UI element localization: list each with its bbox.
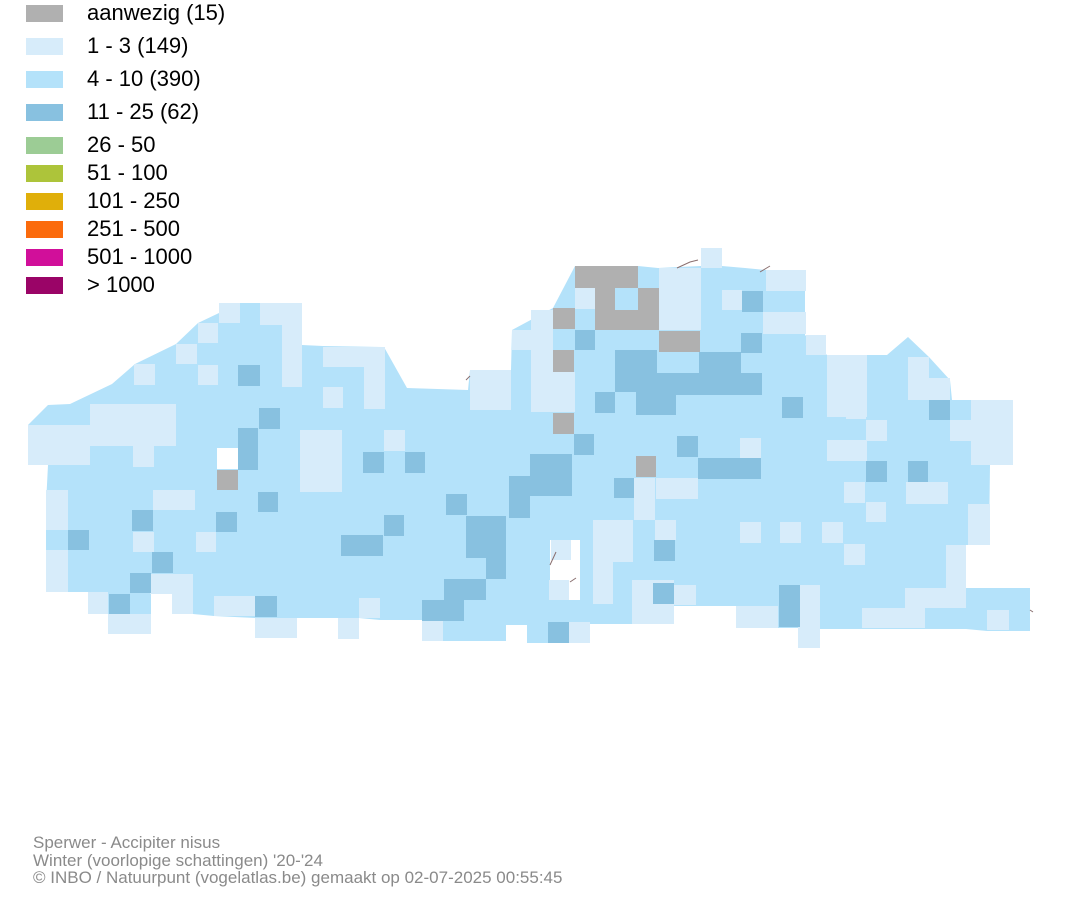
species-name: Sperwer - Accipiter nisus [33,833,221,852]
legend-label: 1 - 3 (149) [87,33,189,58]
legend-label: 501 - 1000 [87,244,193,269]
legend-item-4-10: 4 - 10 (390) [26,67,266,91]
legend-swatch [26,277,63,294]
legend-item-501-1000: 501 - 1000 [26,245,266,269]
legend-swatch [26,137,63,154]
cells-present [217,266,700,490]
legend-swatch [26,38,63,55]
legend-label: 4 - 10 (390) [87,66,201,91]
legend-item-11-25: 11 - 25 (62) [26,100,266,124]
legend-item-gt-1000: > 1000 [26,273,266,297]
legend-item-51-100: 51 - 100 [26,161,266,185]
map-footer: Sperwer - Accipiter nisus Winter (voorlo… [33,834,562,887]
legend-label: 101 - 250 [87,188,180,213]
legend-item-1-3: 1 - 3 (149) [26,34,266,58]
border-lines [465,259,1034,613]
cells-11-25 [68,291,950,643]
legend-label: 26 - 50 [87,132,156,157]
legend-swatch [26,221,63,238]
legend-label: 51 - 100 [87,160,168,185]
legend-label: 251 - 500 [87,216,180,241]
cells-1-3 [28,248,1013,648]
legend-item-26-50: 26 - 50 [26,133,266,157]
legend-swatch [26,5,63,22]
legend-swatch [26,249,63,266]
legend-swatch [26,193,63,210]
legend-item-251-500: 251 - 500 [26,217,266,241]
legend-swatch [26,71,63,88]
legend-swatch [26,165,63,182]
credit-line: © INBO / Natuurpunt (vogelatlas.be) gema… [33,868,563,887]
region-area [28,266,1030,648]
region-hole [217,448,238,469]
season-period: Winter (voorlopige schattingen) '20-'24 [33,850,323,870]
legend-item-101-250: 101 - 250 [26,189,266,213]
legend-label: aanwezig (15) [87,0,226,25]
legend-label: 11 - 25 (62) [87,99,200,124]
legend-swatch [26,104,63,121]
legend-item-aanwezig: aanwezig (15) [26,1,266,25]
legend-label: > 1000 [87,272,155,297]
